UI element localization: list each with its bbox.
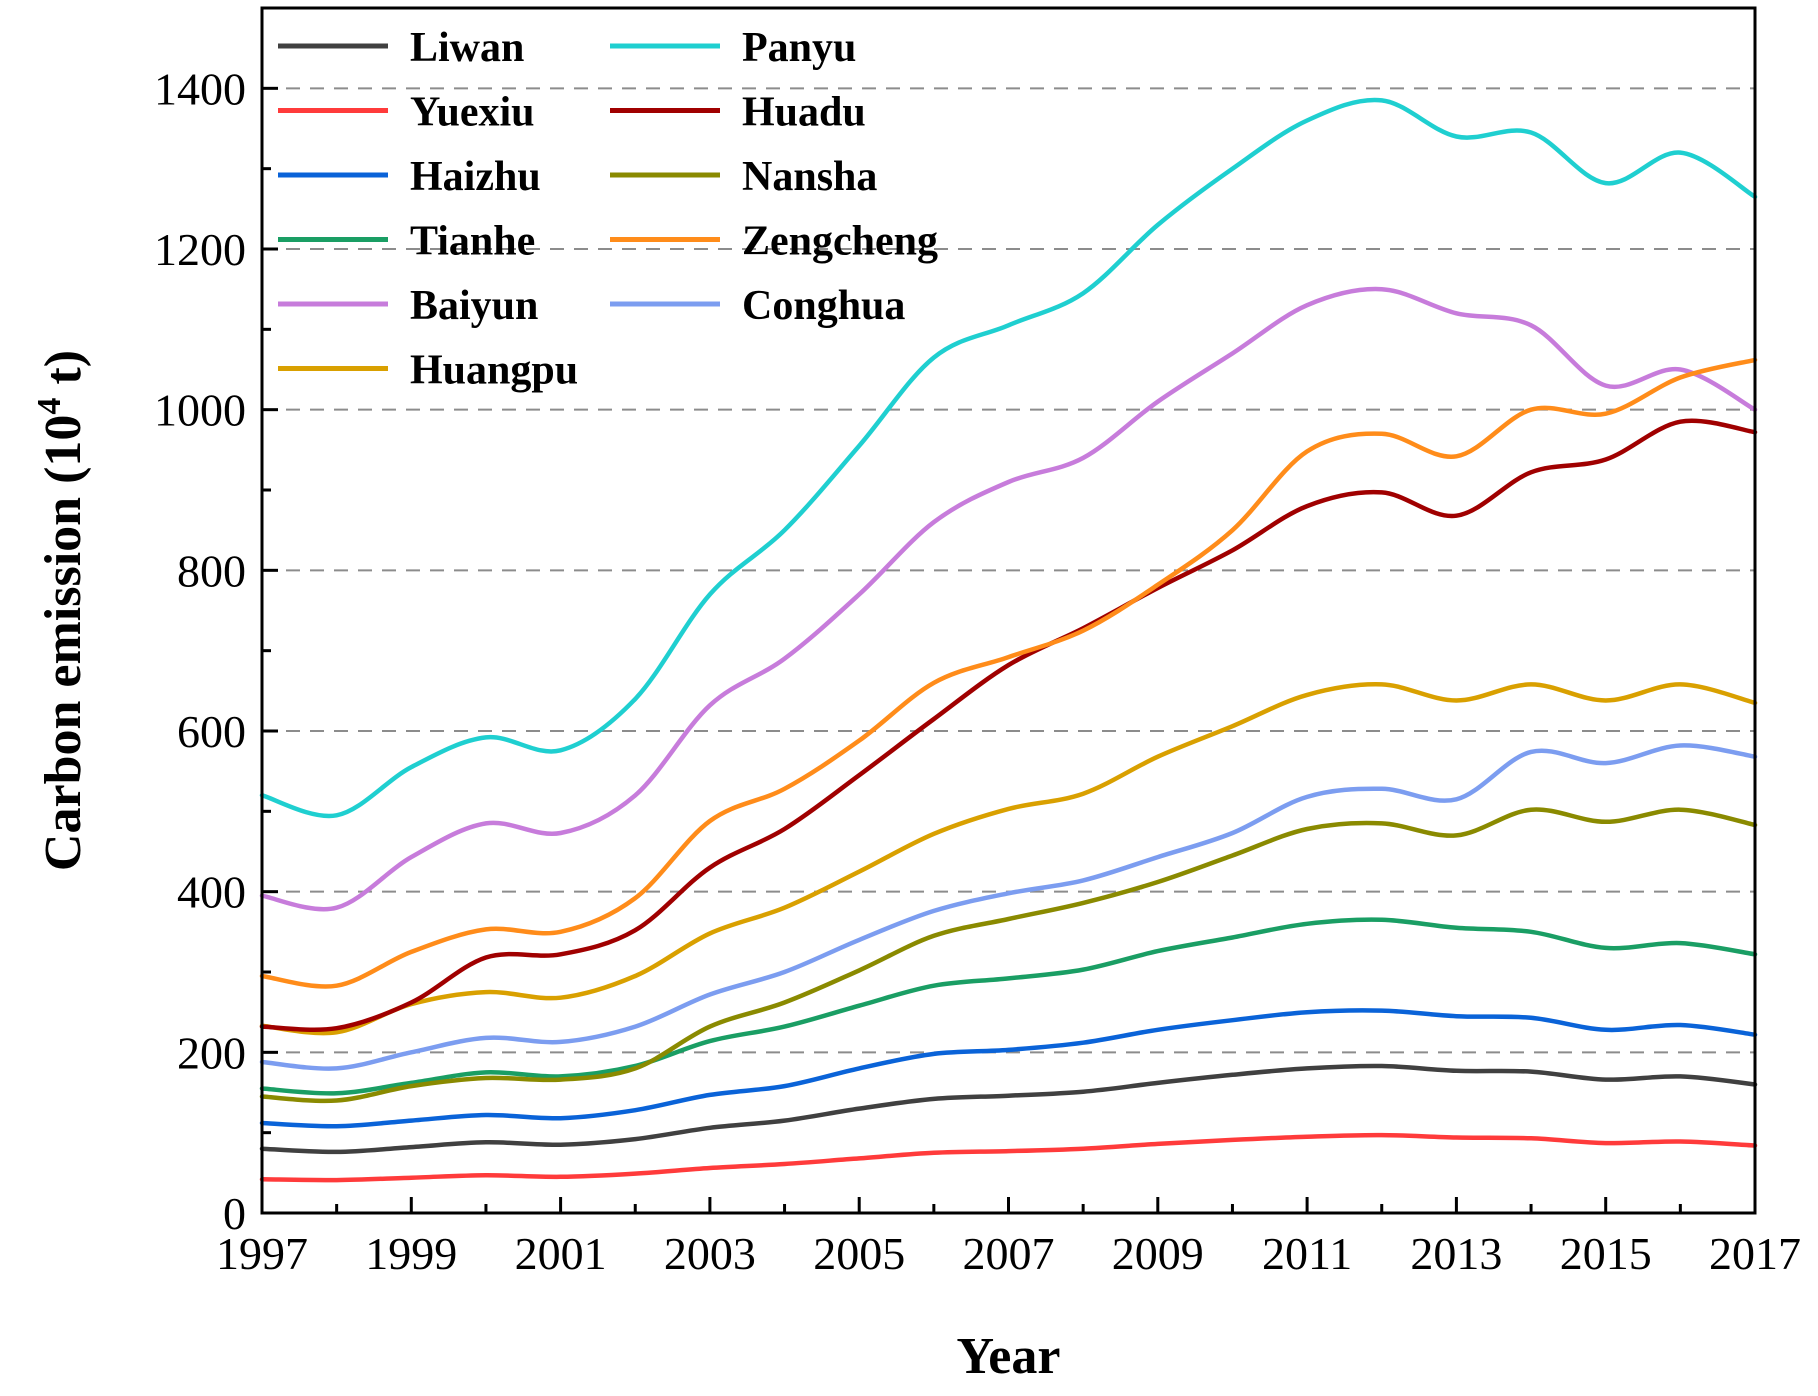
series-line-haizhu <box>259 1008 1758 1129</box>
series-layer <box>259 97 1758 1183</box>
y-axis-title-main: Carbon emission (10 <box>35 415 92 871</box>
tick-layer: 0 200 400 600 800 1000 1200 1400 1997 1999 2001 200… <box>154 63 1801 1279</box>
series-line-huangpu <box>259 682 1758 1036</box>
x-tick-label: 2007 <box>963 1228 1055 1279</box>
series-line-huadu <box>259 418 1758 1032</box>
legend-label-panyu: Panyu <box>742 25 856 71</box>
legend-label-baiyun: Baiyun <box>410 283 538 329</box>
x-tick-label: 2005 <box>813 1228 905 1279</box>
y-tick-label: 1000 <box>154 385 246 436</box>
x-tick-label: 1999 <box>365 1228 457 1279</box>
legend-label-yuexiu: Yuexiu <box>410 90 535 136</box>
legend-label-haizhu: Haizhu <box>410 154 541 200</box>
legend-label-nansha: Nansha <box>742 154 877 200</box>
x-tick-label: 2001 <box>515 1228 607 1279</box>
series-line-panyu <box>259 97 1758 819</box>
y-axis-title-tail: t) <box>35 350 92 398</box>
x-tick-label: 2011 <box>1262 1228 1352 1279</box>
series-line-tianhe <box>259 917 1758 1096</box>
legend: Liwan Panyu Yuexiu Huadu Haizhu Nansha Tianhe Z… <box>278 25 938 394</box>
x-tick-label: 2015 <box>1560 1228 1652 1279</box>
y-tick-label: 600 <box>177 706 246 757</box>
series-line-nansha <box>259 807 1758 1104</box>
legend-label-huangpu: Huangpu <box>410 348 578 394</box>
series-line-yuexiu <box>259 1132 1758 1183</box>
y-tick-label: 800 <box>177 545 246 596</box>
series-line-baiyun <box>259 286 1758 912</box>
x-tick-label: 2009 <box>1112 1228 1204 1279</box>
y-tick-label: 1400 <box>154 63 246 114</box>
x-axis-title: Year <box>957 1328 1061 1385</box>
y-axis-title-superscript: 4 <box>31 398 68 415</box>
legend-label-huadu: Huadu <box>742 90 866 136</box>
series-line-liwan <box>259 1063 1758 1155</box>
y-tick-label: 200 <box>177 1027 246 1078</box>
legend-label-zengcheng: Zengcheng <box>742 219 938 265</box>
legend-label-tianhe: Tianhe <box>410 219 535 265</box>
legend-label-conghua: Conghua <box>742 283 905 329</box>
x-tick-label: 2013 <box>1410 1228 1502 1279</box>
y-tick-label: 400 <box>177 867 246 918</box>
series-line-conghua <box>259 743 1758 1071</box>
y-tick-label: 1200 <box>154 224 246 275</box>
legend-label-liwan: Liwan <box>410 25 524 71</box>
x-tick-label: 2003 <box>664 1228 756 1279</box>
y-tick-label: 0 <box>223 1188 246 1239</box>
series-line-zengcheng <box>259 357 1758 989</box>
x-tick-label: 1997 <box>216 1228 308 1279</box>
y-axis-title: Carbon emission (104 t) <box>31 350 92 871</box>
x-tick-label: 2017 <box>1709 1228 1801 1279</box>
